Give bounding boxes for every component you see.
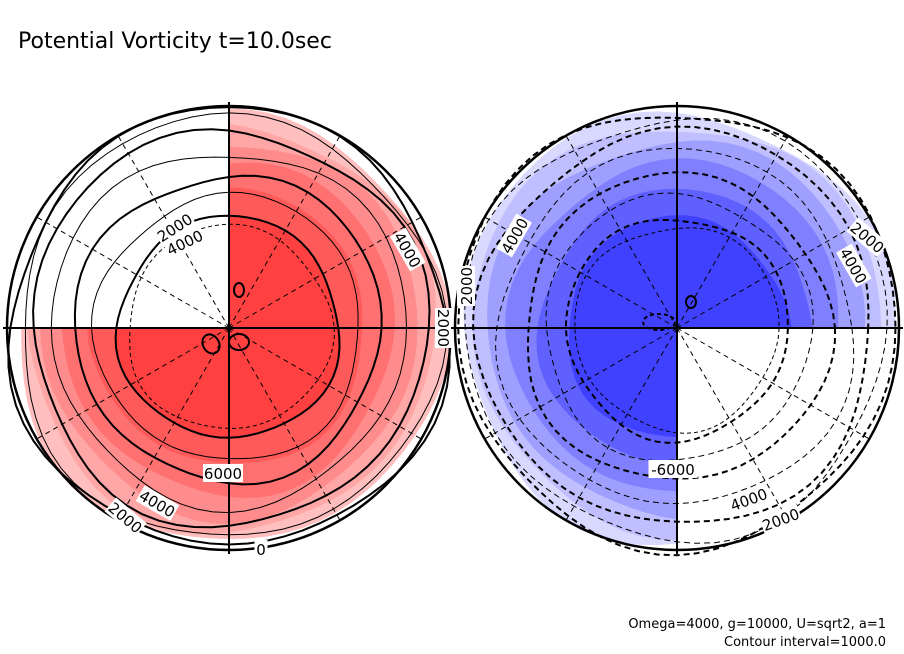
contour-label-background: [457, 266, 475, 306]
radial-grid-line: [484, 327, 678, 440]
contour-label-background: [152, 208, 197, 246]
contour-label-background: [648, 460, 698, 478]
vortex-contour: [685, 295, 697, 309]
contour-label-text: 2000: [434, 309, 452, 347]
vortex-contour: [228, 333, 250, 351]
parameter-note: Omega=4000, g=10000, U=sqrt2, a=1: [628, 617, 886, 632]
radial-grid-line: [117, 327, 230, 521]
contour-label-text: 0: [256, 541, 266, 559]
contour-interval-note: Contour interval=1000.0: [724, 635, 886, 650]
contour-label-background: [435, 308, 453, 348]
contour-label-background: [846, 217, 889, 257]
radial-grid-line: [228, 135, 341, 329]
vortex-contour: [642, 313, 676, 331]
contour-label-background: [390, 227, 426, 272]
radial-grid-line: [228, 327, 422, 440]
contour-label-background: [496, 213, 532, 258]
radial-grid-line: [565, 327, 678, 521]
contour-label-background: [758, 503, 803, 535]
unshaded-quadrant: [9, 108, 230, 328]
contour-label-text: 6000: [204, 465, 242, 483]
radial-grid-line: [676, 216, 870, 329]
contour-label: 6000: [203, 464, 243, 483]
radial-grid-line: [676, 327, 789, 521]
radial-grid-line: [228, 327, 341, 521]
radial-grid-line: [36, 327, 230, 440]
contour-label-background: [104, 497, 147, 537]
contour-label-background: [836, 243, 872, 288]
unshaded-quadrant: [677, 328, 897, 548]
contour-label-background: [135, 485, 180, 521]
chart-title: Potential Vorticity t=10.0sec: [18, 29, 332, 54]
contour-label-background: [254, 540, 268, 558]
contour-label-text: 2000: [458, 267, 476, 305]
radial-grid-line: [36, 216, 230, 329]
contour-label-background: [162, 225, 207, 259]
outer-boundary: [453, 104, 901, 552]
contour-label-text: -6000: [651, 461, 695, 479]
contour-label: 2000: [457, 266, 476, 306]
contour-label: 0: [254, 540, 268, 559]
contour-label: -6000: [648, 460, 698, 479]
vortex-contour: [233, 282, 245, 298]
radial-grid-line: [484, 216, 678, 329]
radial-grid-line: [228, 216, 422, 329]
contour-label-background: [203, 464, 243, 482]
contour-label-background: [726, 483, 771, 515]
radial-grid-line: [676, 327, 870, 440]
vortex-contour: [201, 333, 221, 355]
radial-grid-line: [565, 135, 678, 329]
contour-label: 2000: [434, 308, 453, 348]
radial-grid-line: [676, 135, 789, 329]
